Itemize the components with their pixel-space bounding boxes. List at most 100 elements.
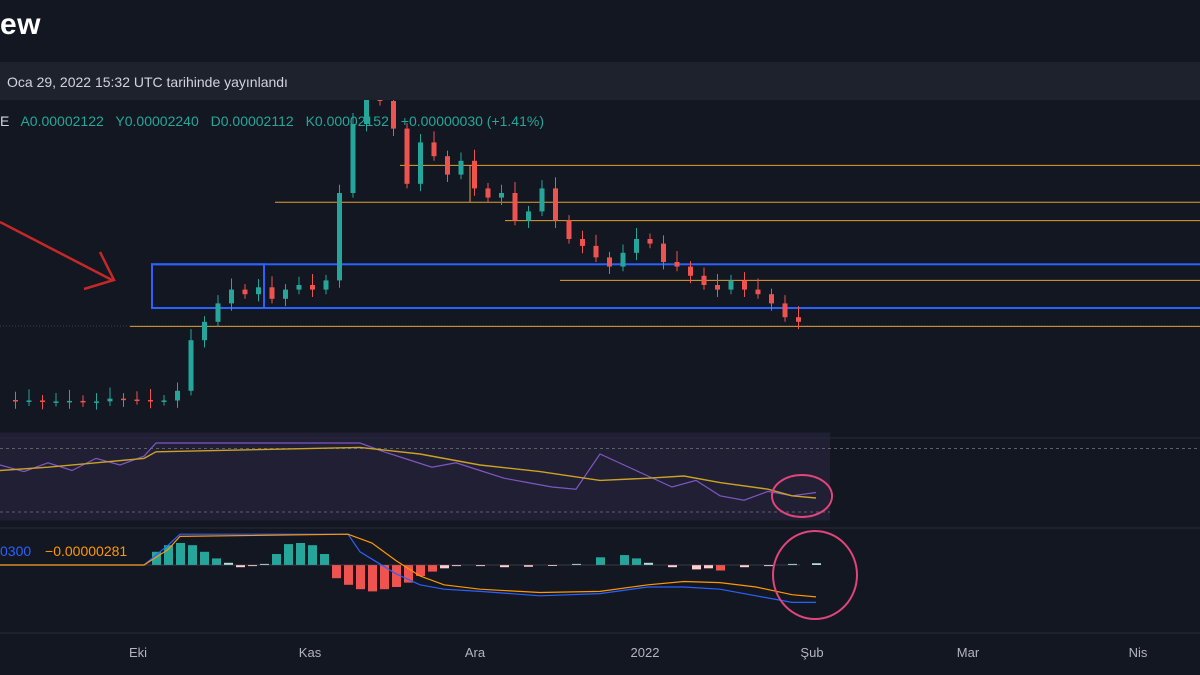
candle-body xyxy=(472,160,477,189)
candle-body xyxy=(107,398,113,402)
x-tick-label: Eki xyxy=(129,645,147,660)
x-tick-label: Ara xyxy=(465,645,486,660)
macd-histogram-bar xyxy=(764,565,773,567)
macd-histogram-bar xyxy=(404,565,413,583)
candle-body xyxy=(53,401,59,403)
macd-histogram-bar xyxy=(704,565,713,569)
candle-body xyxy=(526,211,531,221)
red-arrow-shaft xyxy=(0,220,113,282)
candle-body xyxy=(620,252,626,267)
candle-body xyxy=(499,193,504,198)
macd-highlight-circle xyxy=(772,530,858,620)
candle-body xyxy=(512,193,518,221)
macd-histogram-bar xyxy=(572,563,581,565)
macd-histogram-bar xyxy=(476,565,485,567)
ohlc-change: +0.00000030 (+1.41%) xyxy=(400,113,544,129)
macd-histogram-bar xyxy=(284,544,293,565)
candle-body xyxy=(755,289,761,295)
main-price-pane xyxy=(0,88,1200,634)
candle-body xyxy=(796,317,801,322)
macd-histogram-bar xyxy=(224,562,233,565)
candle-body xyxy=(94,401,99,403)
candle-body xyxy=(634,239,639,253)
ohlc-lead: E xyxy=(0,113,10,129)
x-tick-label: Kas xyxy=(299,645,322,660)
candle-body xyxy=(607,257,612,267)
candle-body xyxy=(310,285,315,290)
macd-histogram-bar xyxy=(596,557,605,565)
candle-body xyxy=(26,400,32,402)
macd-histogram-bar xyxy=(296,543,305,565)
macd-histogram-bar xyxy=(380,565,389,590)
candle-body xyxy=(418,142,423,184)
macd-histogram-bar xyxy=(812,563,821,565)
macd-histogram-bar xyxy=(320,554,329,565)
candle-body xyxy=(242,289,248,295)
macd-histogram-bar xyxy=(548,565,557,566)
candle-body xyxy=(256,287,261,295)
candle-body xyxy=(566,220,572,239)
x-tick-label: Şub xyxy=(800,645,823,660)
candle-body xyxy=(715,285,720,290)
macd-histogram-bar xyxy=(788,563,797,565)
candle-body xyxy=(269,287,275,299)
candle-body xyxy=(647,239,653,244)
macd-histogram-bar xyxy=(668,565,677,568)
candle-body xyxy=(445,156,450,175)
candle-body xyxy=(350,124,356,193)
candle-body xyxy=(283,289,288,299)
ohlc-legend: E A0.00002122 Y0.00002240 D0.00002112 K0… xyxy=(0,113,552,129)
candle-body xyxy=(701,275,707,285)
macd-histogram-bar xyxy=(164,545,173,565)
macd-histogram-bar xyxy=(452,565,461,567)
candle-body xyxy=(782,303,788,318)
candle-body xyxy=(661,243,666,262)
candle-body xyxy=(215,303,221,322)
candle-body xyxy=(188,340,194,391)
candle-body xyxy=(40,400,45,402)
rsi-highlight-circle xyxy=(771,474,833,518)
x-tick-label: Nis xyxy=(1129,645,1148,660)
candle-body xyxy=(769,294,774,304)
macd-histogram-bar xyxy=(644,562,653,565)
ohlc-high: Y0.00002240 xyxy=(115,113,199,129)
candle-body xyxy=(229,289,234,304)
candle-body xyxy=(323,280,329,290)
macd-histogram-bar xyxy=(368,565,377,592)
candle-body xyxy=(688,266,693,276)
macd-histogram-bar xyxy=(188,545,197,565)
candle-body xyxy=(674,262,680,267)
candle-body xyxy=(13,400,18,402)
candle-body xyxy=(404,128,410,184)
candle-body xyxy=(485,188,491,198)
macd-histogram-bar xyxy=(260,563,269,565)
candle-body xyxy=(148,400,153,402)
macd-histogram-bar xyxy=(440,565,449,569)
macd-histogram-bar xyxy=(416,565,425,576)
macd-histogram-bar xyxy=(524,565,533,567)
macd-histogram-bar xyxy=(200,551,209,565)
macd-histogram-bar xyxy=(176,543,185,565)
candle-body xyxy=(202,321,207,341)
candle-body xyxy=(134,399,140,402)
rsi-band xyxy=(0,432,830,521)
macd-histogram-bar xyxy=(212,558,221,565)
annotations xyxy=(0,220,858,620)
signal-line xyxy=(0,533,817,598)
candle-body xyxy=(391,101,396,129)
macd-histogram-bar xyxy=(236,565,245,568)
macd-legend: 0300 −0.00000281 xyxy=(0,543,127,559)
macd-histogram-bar xyxy=(356,565,365,590)
candle-body xyxy=(296,285,302,290)
time-axis: Eki Kas Ara 2022 Şub Mar Nis xyxy=(129,645,1148,660)
candle-body xyxy=(593,245,599,258)
macd-histogram-bar xyxy=(272,554,281,565)
macd-histogram-bar xyxy=(308,545,317,565)
published-date: Oca 29, 2022 15:32 UTC tarihinde yayınla… xyxy=(7,74,288,90)
macd-histogram-bar xyxy=(632,558,641,565)
brand-logo-text: ew xyxy=(0,8,42,41)
macd-line xyxy=(0,533,816,603)
candle-body xyxy=(161,400,167,402)
published-bar xyxy=(0,62,1200,100)
